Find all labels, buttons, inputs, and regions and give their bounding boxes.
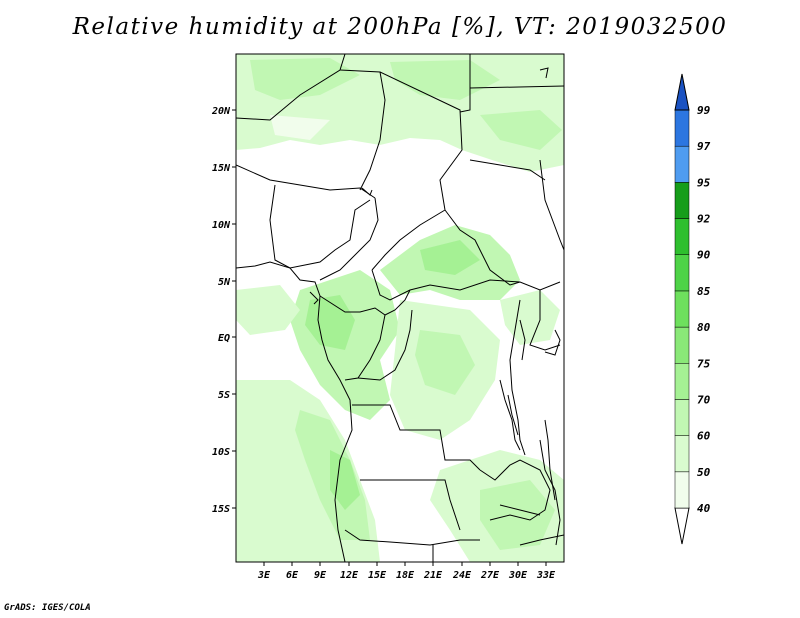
colorbar-label: 97 — [697, 140, 711, 153]
colorbar-segment — [674, 109, 690, 147]
lat-label: 15N — [212, 163, 231, 174]
map-frame — [235, 53, 565, 563]
lon-label: 3E — [257, 570, 271, 581]
colorbar-segment — [674, 399, 690, 436]
colorbar-label: 92 — [697, 213, 711, 226]
chart-title: Relative humidity at 200hPa [%], VT: 201… — [72, 14, 728, 40]
colorbar-segment — [674, 435, 690, 473]
country-borders — [236, 54, 564, 562]
colorbar-label: 85 — [697, 285, 711, 298]
lon-label: 21E — [423, 570, 443, 581]
lon-label: 18E — [396, 570, 415, 581]
colorbar-label: 60 — [697, 430, 711, 443]
lat-label: 15S — [212, 504, 230, 515]
colorbar-label: 99 — [697, 104, 711, 117]
lon-label: 9E — [314, 570, 327, 581]
colorbar-segment — [674, 182, 690, 219]
lon-label: 24E — [452, 570, 472, 581]
colorbar-label: 95 — [697, 176, 711, 189]
lat-label: 10N — [212, 220, 231, 231]
lon-label: 6E — [286, 570, 299, 581]
longitude-axis: 3E 6E 9E 12E 15E 18E 21E 24E 27E 30E 33E — [257, 562, 556, 581]
colorbar-segment — [674, 363, 690, 400]
colorbar-segment — [674, 471, 690, 509]
colorbar-max-arrow — [674, 73, 690, 111]
colorbar: 40 50 60 70 75 80 85 90 92 95 97 99 — [674, 73, 711, 545]
grads-credit: GrADS: IGES/COLA — [4, 603, 91, 613]
colorbar-segment — [674, 145, 690, 183]
lon-label: 15E — [368, 570, 387, 581]
lon-label: 33E — [536, 570, 556, 581]
lon-label: 30E — [508, 570, 528, 581]
lat-label: 5N — [218, 277, 231, 288]
colorbar-label: 90 — [697, 249, 711, 262]
lon-label: 12E — [340, 570, 359, 581]
colorbar-label: 75 — [697, 357, 711, 370]
lat-label: 10S — [212, 447, 230, 458]
colorbar-label: 80 — [697, 321, 711, 334]
colorbar-segment — [674, 218, 690, 255]
colorbar-label: 40 — [697, 502, 711, 515]
colorbar-segment — [674, 254, 690, 292]
colorbar-segment — [674, 290, 690, 328]
colorbar-label: 50 — [697, 466, 711, 479]
lat-label: 20N — [211, 106, 231, 117]
latitude-axis: 20N 15N 10N 5N EQ 5S 10S 15S — [211, 106, 236, 515]
lon-label: 27E — [480, 570, 500, 581]
colorbar-min-arrow — [674, 507, 690, 545]
colorbar-label: 70 — [697, 393, 711, 406]
lat-label: EQ — [218, 333, 230, 344]
humidity-shading — [236, 54, 564, 562]
colorbar-segment — [674, 326, 690, 364]
lat-label: 5S — [218, 390, 230, 401]
